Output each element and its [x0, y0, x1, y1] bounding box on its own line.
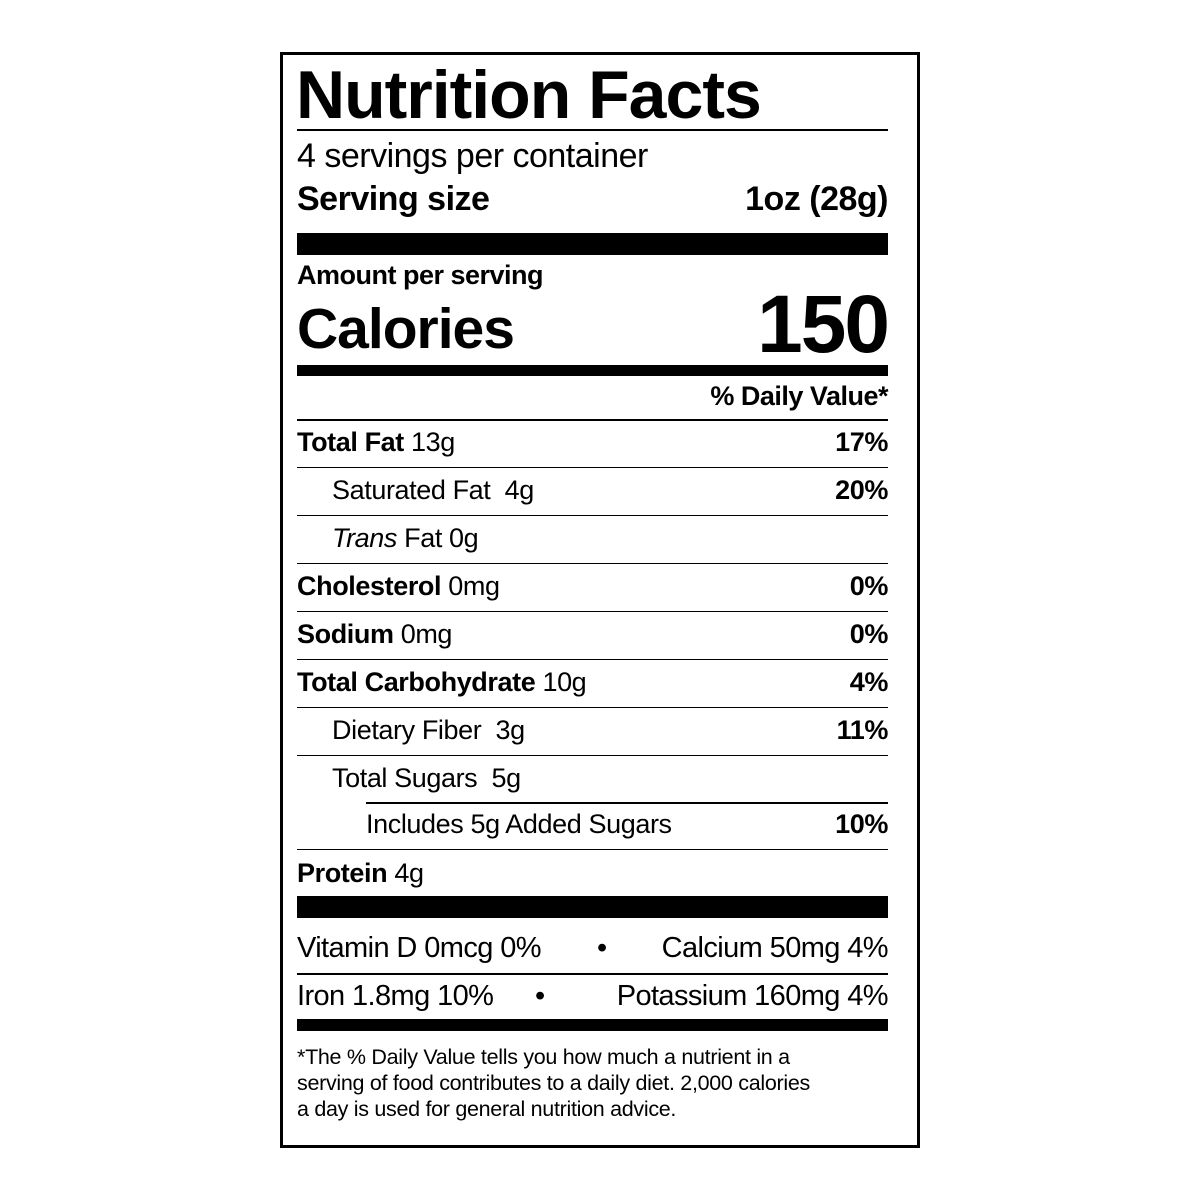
footnote: *The % Daily Value tells you how much a …	[297, 1044, 810, 1122]
nutrient-row-saturated-fat: Saturated Fat 4g 20%	[297, 468, 888, 516]
medium-divider	[297, 365, 888, 376]
nutrient-row-total-sugars: Total Sugars 5g	[297, 756, 888, 803]
nutrient-row-total-fat: Total Fat 13g 17%	[297, 420, 888, 468]
nutrient-name: Fat	[404, 523, 442, 553]
nutrient-name: Dietary Fiber	[332, 715, 482, 745]
nutrient-dv: 17%	[835, 427, 888, 457]
serving-size-value: 1oz (28g)	[745, 180, 888, 218]
nutrient-name: Cholesterol	[297, 571, 442, 601]
daily-value-header: % Daily Value*	[710, 381, 888, 411]
nutrient-dv: 0%	[849, 571, 889, 601]
nutrient-row-added-sugars: Includes 5g Added Sugars 10%	[297, 804, 888, 850]
nutrient-name: Total Carbohydrate	[297, 667, 536, 697]
nutrient-amount: 4g	[394, 858, 424, 888]
footnote-line: serving of food contributes to a daily d…	[297, 1071, 810, 1095]
nutrient-amount: 0mg	[400, 619, 453, 649]
nutrient-row-sodium: Sodium 0mg 0%	[297, 612, 888, 660]
bullet-separator: •	[597, 932, 607, 964]
nutrient-dv: 4%	[849, 667, 889, 697]
indented-divider	[366, 802, 888, 804]
label-title: Nutrition Facts	[296, 57, 762, 133]
nutrient-amount: 13g	[411, 427, 455, 457]
nutrient-row-total-carbohydrate: Total Carbohydrate 10g 4%	[297, 660, 888, 708]
divider	[297, 973, 888, 975]
nutrient-name: Saturated Fat	[332, 475, 491, 505]
nutrient-row-trans-fat: Trans Fat 0g	[297, 516, 888, 564]
nutrient-name: Sodium	[297, 619, 394, 649]
calcium: Calcium 50mg 4%	[661, 932, 889, 964]
thick-divider	[297, 896, 888, 918]
servings-per-container: 4 servings per container	[297, 137, 648, 175]
nutrient-row-protein: Protein 4g	[297, 851, 888, 896]
footnote-line: a day is used for general nutrition advi…	[297, 1097, 677, 1121]
calories-value: 150	[757, 279, 890, 370]
footnote-line: *The % Daily Value tells you how much a …	[297, 1045, 790, 1069]
divider	[297, 419, 888, 421]
nutrient-name: Total Fat	[297, 427, 404, 457]
iron: Iron 1.8mg 10%	[297, 980, 494, 1012]
micronutrient-row: Vitamin D 0mcg 0% • Calcium 50mg 4%	[297, 932, 889, 965]
micronutrient-row: Iron 1.8mg 10% • Potassium 160mg 4%	[297, 980, 889, 1013]
thick-divider	[297, 233, 888, 255]
nutrient-name: Protein	[297, 858, 388, 888]
calories-label: Calories	[297, 297, 515, 361]
nutrient-name: Includes 5g Added Sugars	[366, 809, 672, 839]
nutrient-amount: 0g	[449, 523, 479, 553]
nutrient-dv: 20%	[835, 475, 888, 505]
nutrient-dv: 0%	[849, 619, 889, 649]
amount-per-serving: Amount per serving	[297, 260, 544, 290]
nutrient-name-italic: Trans	[332, 523, 398, 553]
nutrient-dv: 10%	[835, 809, 888, 839]
serving-size-label: Serving size	[297, 180, 490, 218]
nutrient-amount: 5g	[491, 763, 522, 793]
nutrient-dv: 11%	[836, 715, 889, 745]
nutrient-name: Total Sugars	[332, 763, 478, 793]
nutrient-amount: 3g	[495, 715, 526, 745]
nutrient-amount: 10g	[542, 667, 587, 697]
vitamin-d: Vitamin D 0mcg 0%	[297, 932, 542, 964]
bullet-separator: •	[535, 980, 545, 1012]
potassium: Potassium 160mg 4%	[616, 980, 889, 1012]
nutrient-row-dietary-fiber: Dietary Fiber 3g 11%	[297, 708, 888, 756]
nutrient-row-cholesterol: Cholesterol 0mg 0%	[297, 564, 888, 612]
divider	[297, 129, 888, 131]
nutrition-label-frame	[280, 52, 920, 1148]
nutrient-amount: 4g	[504, 475, 535, 505]
medium-divider	[297, 1019, 888, 1031]
nutrient-amount: 0mg	[448, 571, 500, 601]
